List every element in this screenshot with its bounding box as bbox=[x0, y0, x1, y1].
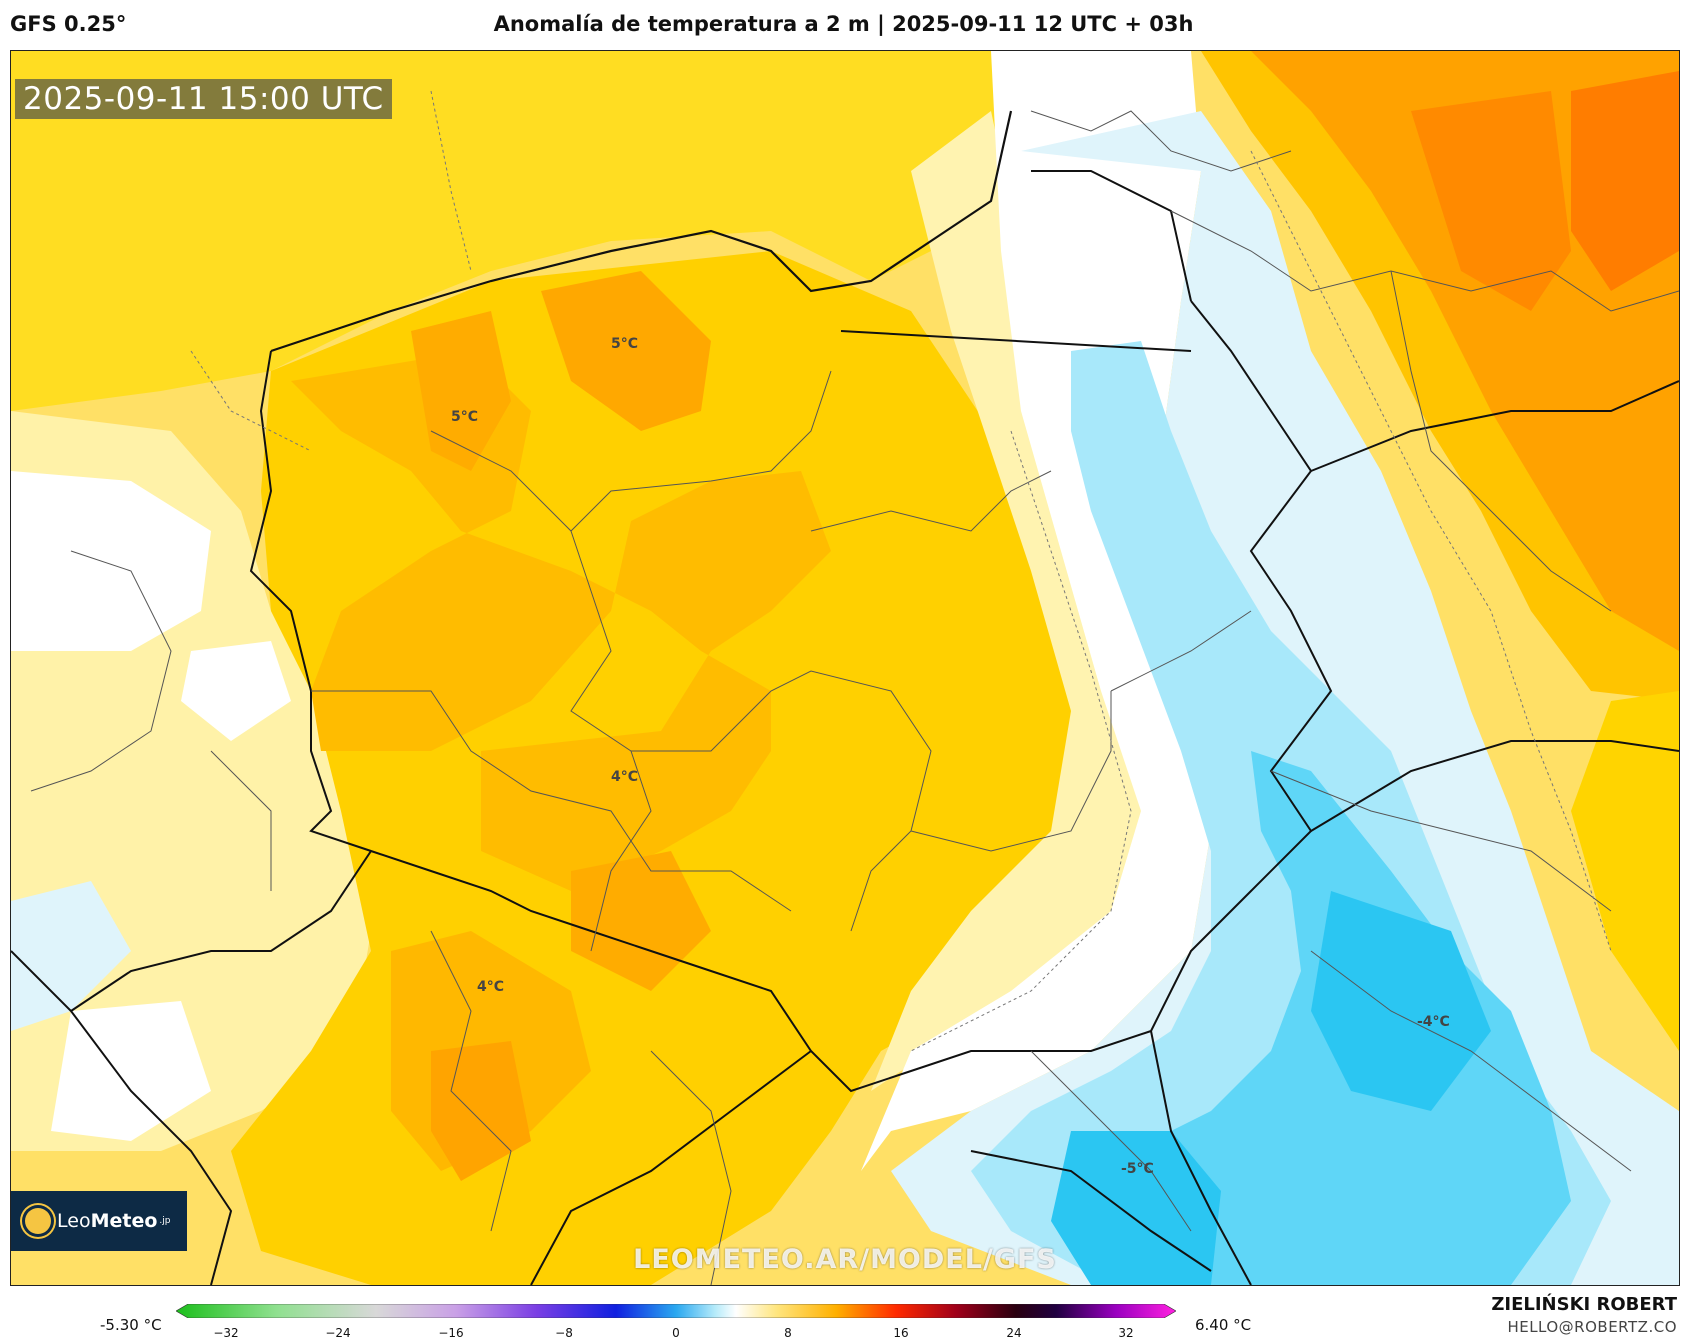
border-lithuania bbox=[1031, 170, 1192, 302]
temperature-anomaly-map[interactable]: 2025-09-11 15:00 UTC 5°C 5°C 4°C 4°C -4°… bbox=[10, 50, 1680, 1286]
field-orange-blob-3 bbox=[411, 311, 511, 471]
colorbar-tick: −24 bbox=[325, 1326, 351, 1340]
colorbar-tick: −8 bbox=[555, 1326, 573, 1340]
colorbar-tick: 16 bbox=[893, 1326, 909, 1340]
border-slovakia bbox=[530, 1050, 812, 1285]
field-east-light bbox=[871, 111, 1151, 1091]
border-kaliningrad bbox=[840, 330, 1192, 352]
watermark-url: LEOMETEO.AR/MODEL/GFS bbox=[633, 1244, 1057, 1275]
logo-text-suffix: .jp bbox=[159, 1216, 171, 1226]
border-germany-south bbox=[11, 950, 233, 1285]
field-east-deepblue bbox=[1051, 1131, 1221, 1285]
colorbar-tick: −32 bbox=[213, 1326, 239, 1340]
colorbar-tick: 8 bbox=[784, 1326, 792, 1340]
coastline-baltic bbox=[270, 110, 1013, 353]
author-name: ZIELIŃSKI ROBERT bbox=[1491, 1294, 1677, 1315]
leometeo-logo[interactable]: Leo Meteo .jp bbox=[11, 1191, 187, 1251]
regional-borders bbox=[30, 110, 1679, 1285]
field-orange-blob-1 bbox=[291, 351, 831, 891]
field-west-white-1 bbox=[11, 471, 211, 651]
logo-text-bold: Meteo bbox=[90, 1210, 158, 1232]
colorbar bbox=[176, 1304, 1176, 1318]
model-name: GFS 0.25° bbox=[10, 12, 127, 36]
colorbar-tick: 32 bbox=[1118, 1326, 1134, 1340]
contour-label: -4°C bbox=[1417, 1014, 1450, 1030]
contour-label: -5°C bbox=[1121, 1161, 1154, 1177]
field-west-white-2 bbox=[181, 641, 291, 741]
colorbar-ticks: −32 −24 −16 −8 0 8 16 24 32 bbox=[176, 1326, 1176, 1342]
field-east-white bbox=[861, 51, 1211, 1171]
field-north bbox=[11, 51, 1031, 411]
border-hungary-romania bbox=[970, 1150, 1212, 1272]
field-orange-blob-4 bbox=[571, 851, 711, 991]
border-ukraine-belarus bbox=[1310, 740, 1679, 832]
colorbar-min-label: -5.30 °C bbox=[100, 1316, 162, 1334]
map-canvas bbox=[11, 51, 1679, 1285]
colorbar-tick: 24 bbox=[1006, 1326, 1022, 1340]
colorbar-max-label: 6.40 °C bbox=[1195, 1316, 1252, 1334]
logo-text-prefix: Leo bbox=[57, 1210, 91, 1232]
colorbar-tick: −16 bbox=[438, 1326, 464, 1340]
field-orange-blob-2 bbox=[541, 271, 711, 431]
author-email[interactable]: HELLO@ROBERTZ.CO bbox=[1507, 1318, 1677, 1336]
sun-icon bbox=[25, 1208, 51, 1234]
border-ukraine-west bbox=[1150, 1030, 1252, 1285]
valid-time-badge: 2025-09-11 15:00 UTC bbox=[15, 79, 392, 119]
border-czech bbox=[70, 850, 372, 1012]
field-far-east-yellow-2 bbox=[1571, 691, 1679, 1051]
contour-label: 5°C bbox=[611, 336, 639, 352]
colorbar-tick: 0 bbox=[672, 1326, 680, 1340]
contour-label: 4°C bbox=[611, 769, 639, 785]
map-title: Anomalía de temperatura a 2 m | 2025-09-… bbox=[493, 12, 1194, 36]
border-belarus-russia bbox=[1310, 380, 1679, 472]
field-east-deepblue-2 bbox=[1311, 891, 1491, 1111]
contour-lines bbox=[190, 90, 1612, 1052]
field-west-blue bbox=[11, 881, 131, 1031]
field-far-east-hot-2 bbox=[1571, 71, 1679, 291]
field-west-white-3 bbox=[51, 1001, 211, 1141]
contour-label: 4°C bbox=[477, 979, 505, 995]
field-far-east-hot-1 bbox=[1411, 91, 1571, 311]
contour-label: 5°C bbox=[451, 409, 479, 425]
